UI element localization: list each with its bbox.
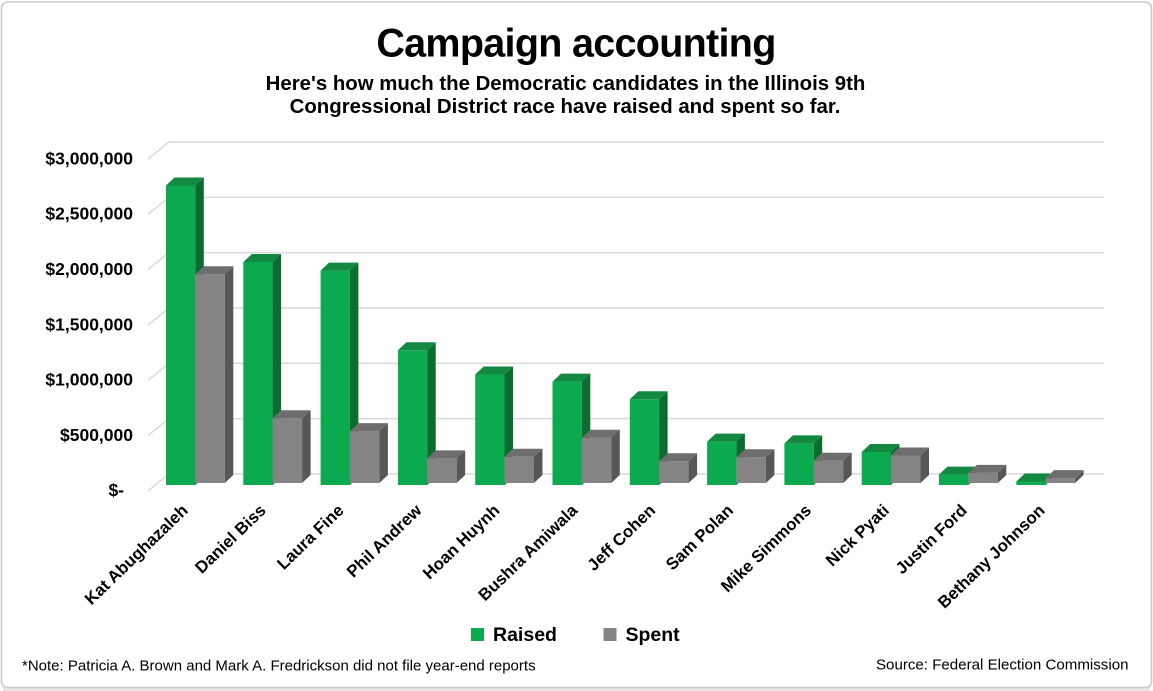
svg-text:Campaign accounting: Campaign accounting [376,22,775,66]
svg-text:$500,000: $500,000 [60,425,133,445]
svg-text:Spent: Spent [626,624,681,646]
svg-text:$1,000,000: $1,000,000 [45,370,133,390]
svg-text:Raised: Raised [493,624,557,646]
svg-text:Here's how much the Democratic: Here's how much the Democratic candidate… [266,73,866,95]
svg-text:$-: $- [108,480,124,500]
svg-text:Congressional District race ha: Congressional District race have raised … [290,96,841,118]
svg-text:$3,000,000: $3,000,000 [45,148,133,168]
svg-text:$2,500,000: $2,500,000 [45,204,133,224]
svg-text:*Note: Patricia A. Brown and M: *Note: Patricia A. Brown and Mark A. Fre… [22,658,536,675]
svg-text:$1,500,000: $1,500,000 [45,314,133,334]
svg-text:Source: Federal Election Commi: Source: Federal Election Commission [876,657,1129,674]
svg-text:$2,000,000: $2,000,000 [45,259,133,279]
